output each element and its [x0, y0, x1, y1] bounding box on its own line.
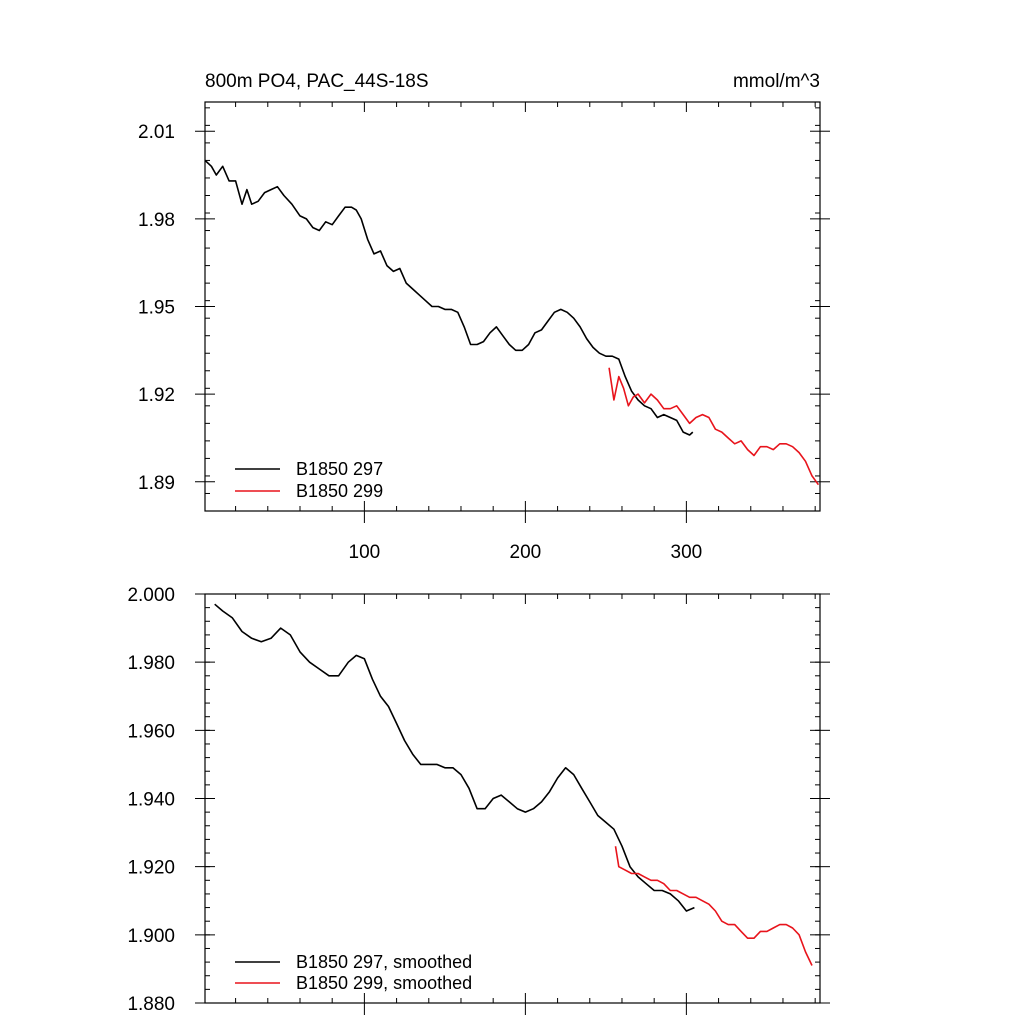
y-tick-label: 1.98: [138, 210, 175, 231]
legend-label-1: B1850 297: [296, 459, 383, 479]
y-tick-label: 1.89: [138, 473, 175, 494]
y-tick-label: 2.01: [138, 122, 175, 143]
legend-label-2: B1850 299: [296, 481, 383, 501]
bottom-series-lines: [214, 603, 813, 966]
bottom-panel: 1.880 1.900 1.920 1.940 1.960 1.980 2.000 B185…: [127, 585, 830, 1015]
bottom-axis-ticks: 1.880 1.900 1.920 1.940 1.960 1.980 2.000: [127, 585, 830, 1015]
y-tick-label: 1.920: [127, 858, 175, 879]
top-panel: 800m PO4, PAC_44S-18S mmol/m^3 100 200 300…: [138, 71, 830, 563]
legend-label-1: B1850 297, smoothed: [296, 952, 472, 972]
y-tick-label: 1.940: [127, 790, 175, 811]
y-tick-label: 2.000: [127, 585, 175, 606]
y-tick-label: 1.980: [127, 653, 175, 674]
series-line-1: [214, 603, 695, 912]
y-tick-label: 1.92: [138, 385, 175, 406]
x-tick-label: 100: [349, 542, 381, 563]
series-line-2: [608, 367, 820, 486]
x-tick-label: 300: [671, 542, 703, 563]
x-tick-label: 200: [510, 542, 542, 563]
top-axis-ticks: 100 200 300 1.89 1.92 1.95 1.98 2.01: [138, 102, 830, 563]
legend-label-2: B1850 299, smoothed: [296, 973, 472, 993]
chart-title: 800m PO4, PAC_44S-18S: [205, 71, 429, 92]
series-line-2: [614, 846, 813, 966]
series-line-1: [204, 159, 694, 436]
y-tick-label: 1.900: [127, 926, 175, 947]
top-plot-frame: [204, 101, 821, 512]
y-tick-label: 1.880: [127, 994, 175, 1015]
units-label: mmol/m^3: [733, 71, 820, 92]
bottom-plot-frame: [204, 593, 821, 1004]
top-series-lines: [204, 159, 820, 486]
y-tick-label: 1.95: [138, 298, 175, 319]
y-tick-label: 1.960: [127, 721, 175, 742]
